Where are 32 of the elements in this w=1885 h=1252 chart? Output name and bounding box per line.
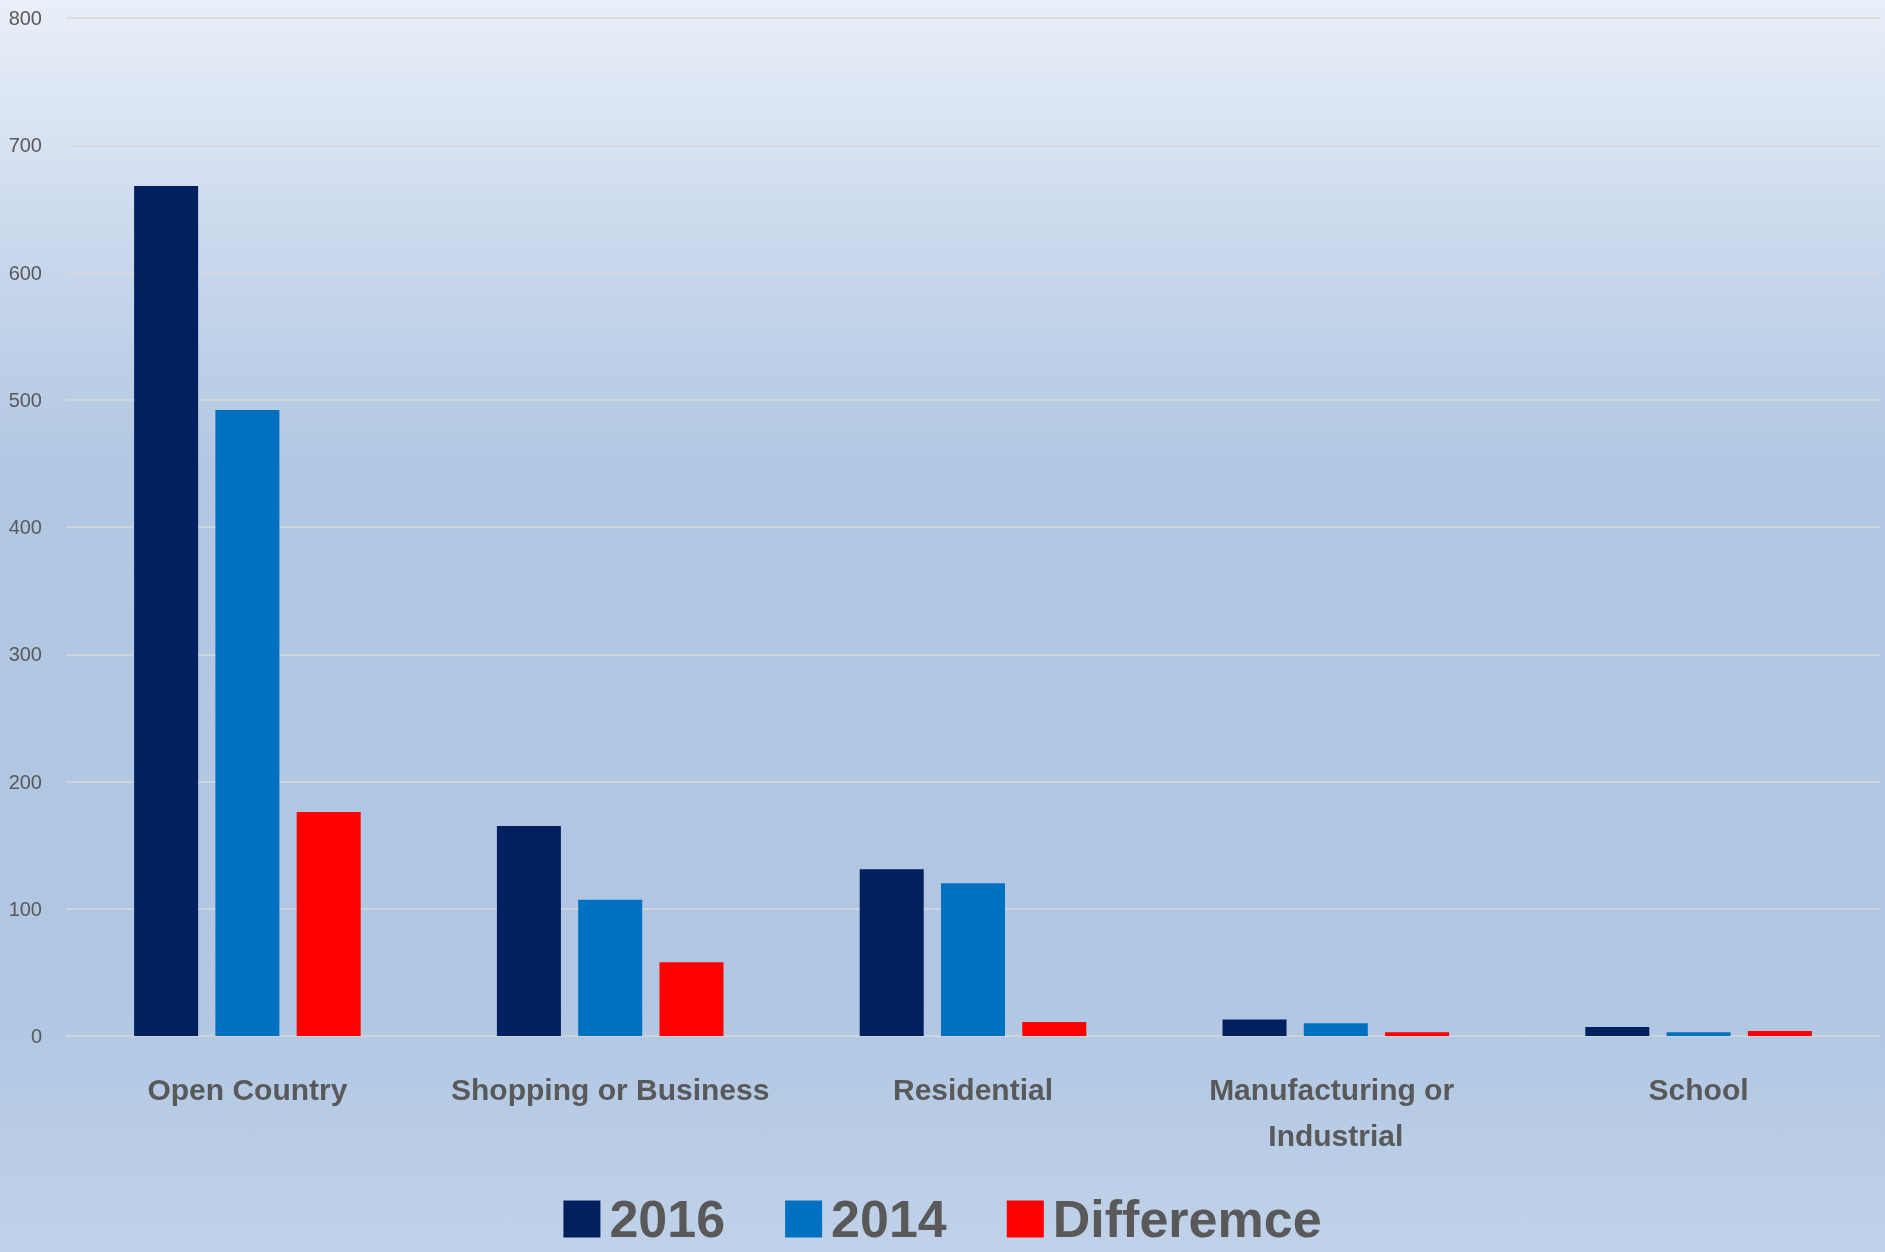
bar (496, 826, 561, 1036)
bar (1585, 1027, 1650, 1036)
bar (941, 883, 1005, 1036)
y-tick-label: 700 (8, 134, 42, 157)
x-tick-label: Open Country (147, 1072, 348, 1106)
y-tick-label: 200 (8, 770, 42, 793)
bar (578, 899, 643, 1036)
bar (134, 185, 199, 1036)
x-tick-label: Residential (892, 1072, 1054, 1106)
bar (1385, 1032, 1450, 1036)
y-tick-label: 800 (8, 7, 42, 29)
bar (1222, 1019, 1287, 1036)
x-tick-label: Shopping or Business (451, 1072, 770, 1106)
bar (1666, 1032, 1731, 1036)
y-tick-label: 300 (8, 643, 42, 666)
bar (1747, 1030, 1812, 1036)
y-tick-label: 400 (8, 516, 42, 538)
legend-label: Differemce (1052, 1190, 1322, 1248)
x-tick-label: Manufacturing or Industrial (1209, 1072, 1463, 1152)
bar (1022, 1022, 1087, 1036)
y-tick-label: 0 (30, 1025, 42, 1047)
x-tick-label: School (1648, 1072, 1749, 1106)
y-tick-label: 100 (8, 897, 42, 920)
legend-label: 2016 (609, 1190, 726, 1248)
y-tick-label: 600 (8, 261, 42, 284)
bar (659, 962, 724, 1036)
legend-label: 2014 (831, 1190, 947, 1248)
bar (1303, 1023, 1368, 1036)
bar (296, 812, 361, 1036)
bar (215, 409, 280, 1036)
bar (859, 869, 924, 1036)
y-tick-label: 500 (8, 388, 42, 411)
